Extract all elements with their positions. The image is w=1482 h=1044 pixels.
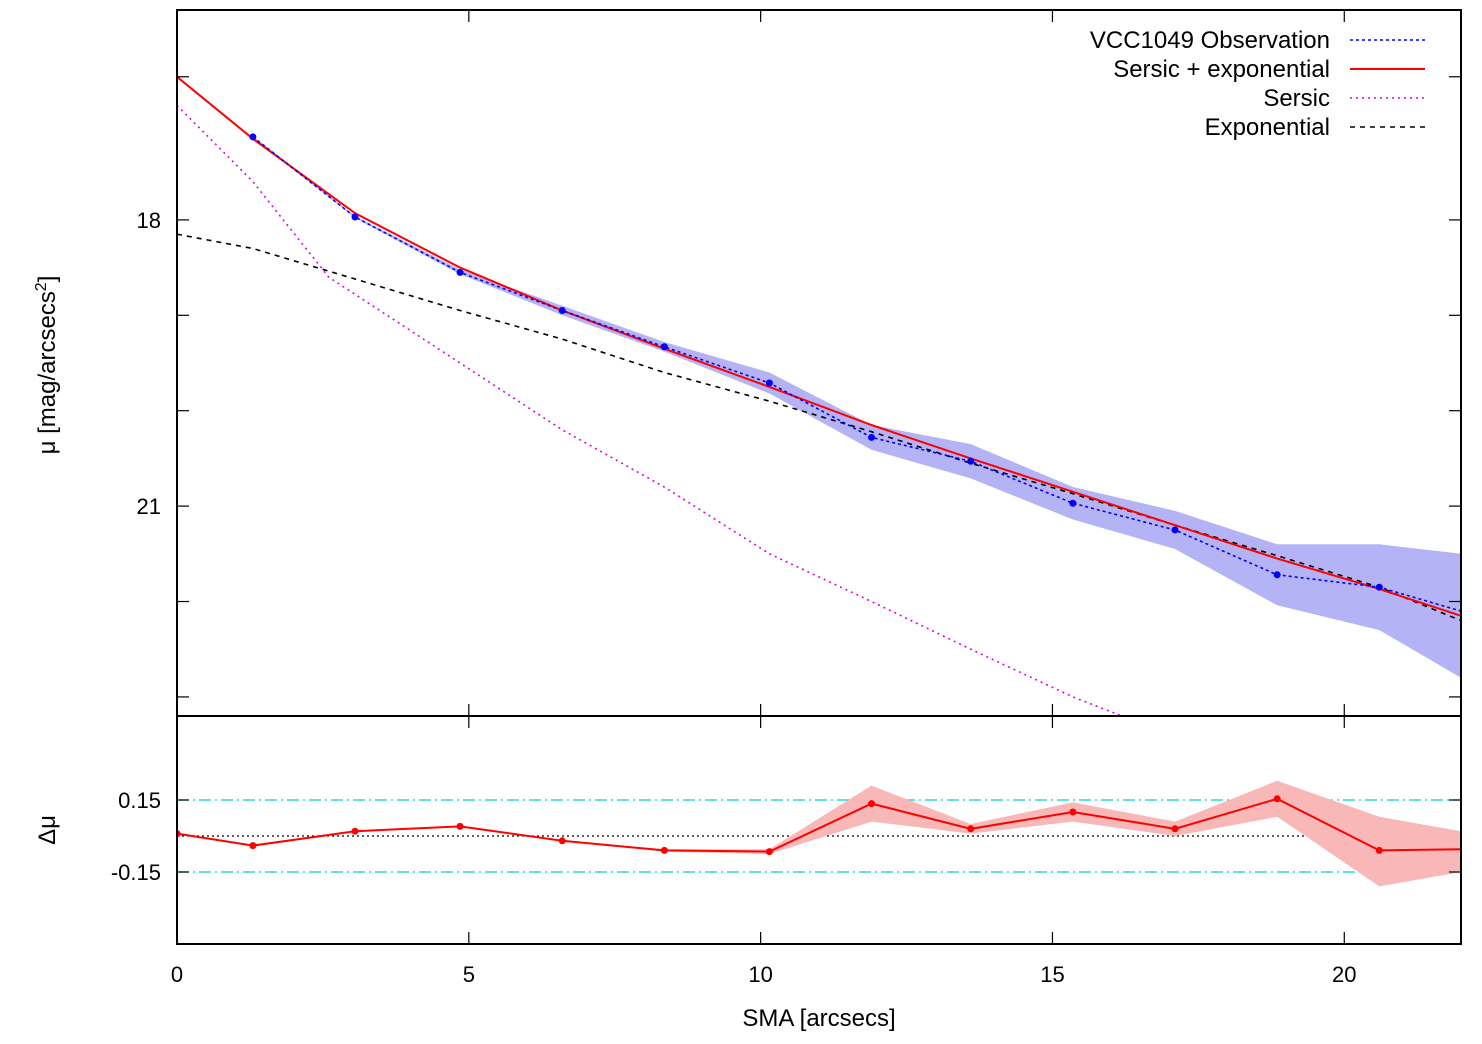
residual-point [351,827,359,835]
sersic-line [177,104,1125,716]
vcc1049-observation-point [456,268,464,276]
x-axis-label: SMA [arcsecs] [742,1005,895,1032]
residual-point [1069,808,1077,816]
vcc1049-observation-point [1375,583,1383,591]
vcc1049-observation-point [1069,499,1077,507]
bottom-plot-frame [176,715,1462,945]
residual-point [868,800,876,808]
residual-point [967,825,975,833]
residual-point [558,837,566,845]
residual-point [456,822,464,830]
top-plot-area [177,76,1461,716]
bottom-y-axis-label: Δμ [34,815,61,845]
x-tick-label: 10 [748,962,772,987]
top-y-tick-label: 21 [137,494,161,519]
top-y-tick-label: 18 [137,208,161,233]
residual-point [660,846,668,854]
legend-label-sersic-exponential: Sersic + exponential [1113,56,1330,83]
x-tick-label: 0 [171,962,183,987]
bottom-axes: 0.15 -0.15 0 5 10 15 20 [111,715,1462,987]
legend-label-vcc1049-observation: VCC1049 Observation [1090,27,1330,54]
legend-label-exponential: Exponential [1205,114,1330,141]
x-tick-label: 5 [463,962,475,987]
vcc1049-observation-point [868,433,876,441]
vcc1049-observation-point [558,307,566,315]
sersic-exponential-line [177,76,1461,617]
residual-line [177,797,1461,853]
top-panel: 18 21 μ [mag/arcsecs2] VCC1049 Observatio… [33,9,1462,717]
vcc1049-observation-point [249,133,257,141]
legend-label-sersic: Sersic [1263,85,1330,112]
vcc1049-observation-point [1171,526,1179,534]
top-y-axis-label: μ [mag/arcsecs2] [33,276,61,455]
vcc1049-observation-point [660,343,668,351]
exponential-line [177,233,1461,622]
x-tick-label: 20 [1332,962,1356,987]
bottom-y-tick-label: -0.15 [111,860,161,885]
vcc1049-observation-point [765,379,773,387]
vcc1049-observation-point [1273,571,1281,579]
vcc1049-observation-point [967,457,975,465]
vcc1049-observation-line [252,136,1461,612]
y-axis-label-superscript: 2 [33,282,50,291]
residual-point [1273,795,1281,803]
residual-error-band [177,780,1461,887]
bottom-y-tick-label: 0.15 [118,788,161,813]
residual-point [1171,825,1179,833]
y-axis-label-text: μ [mag/arcsecs [34,291,61,454]
vcc1049-observation-error-band [252,135,1461,678]
residual-point [249,842,257,850]
vcc1049-observation-point [351,213,359,221]
bottom-panel: 0.15 -0.15 0 5 10 15 20 Δμ SMA [arcsecs] [34,715,1462,1032]
x-tick-label: 15 [1040,962,1064,987]
bottom-plot-area [177,780,1461,887]
residual-point [1375,846,1383,854]
residual-point [765,848,773,856]
